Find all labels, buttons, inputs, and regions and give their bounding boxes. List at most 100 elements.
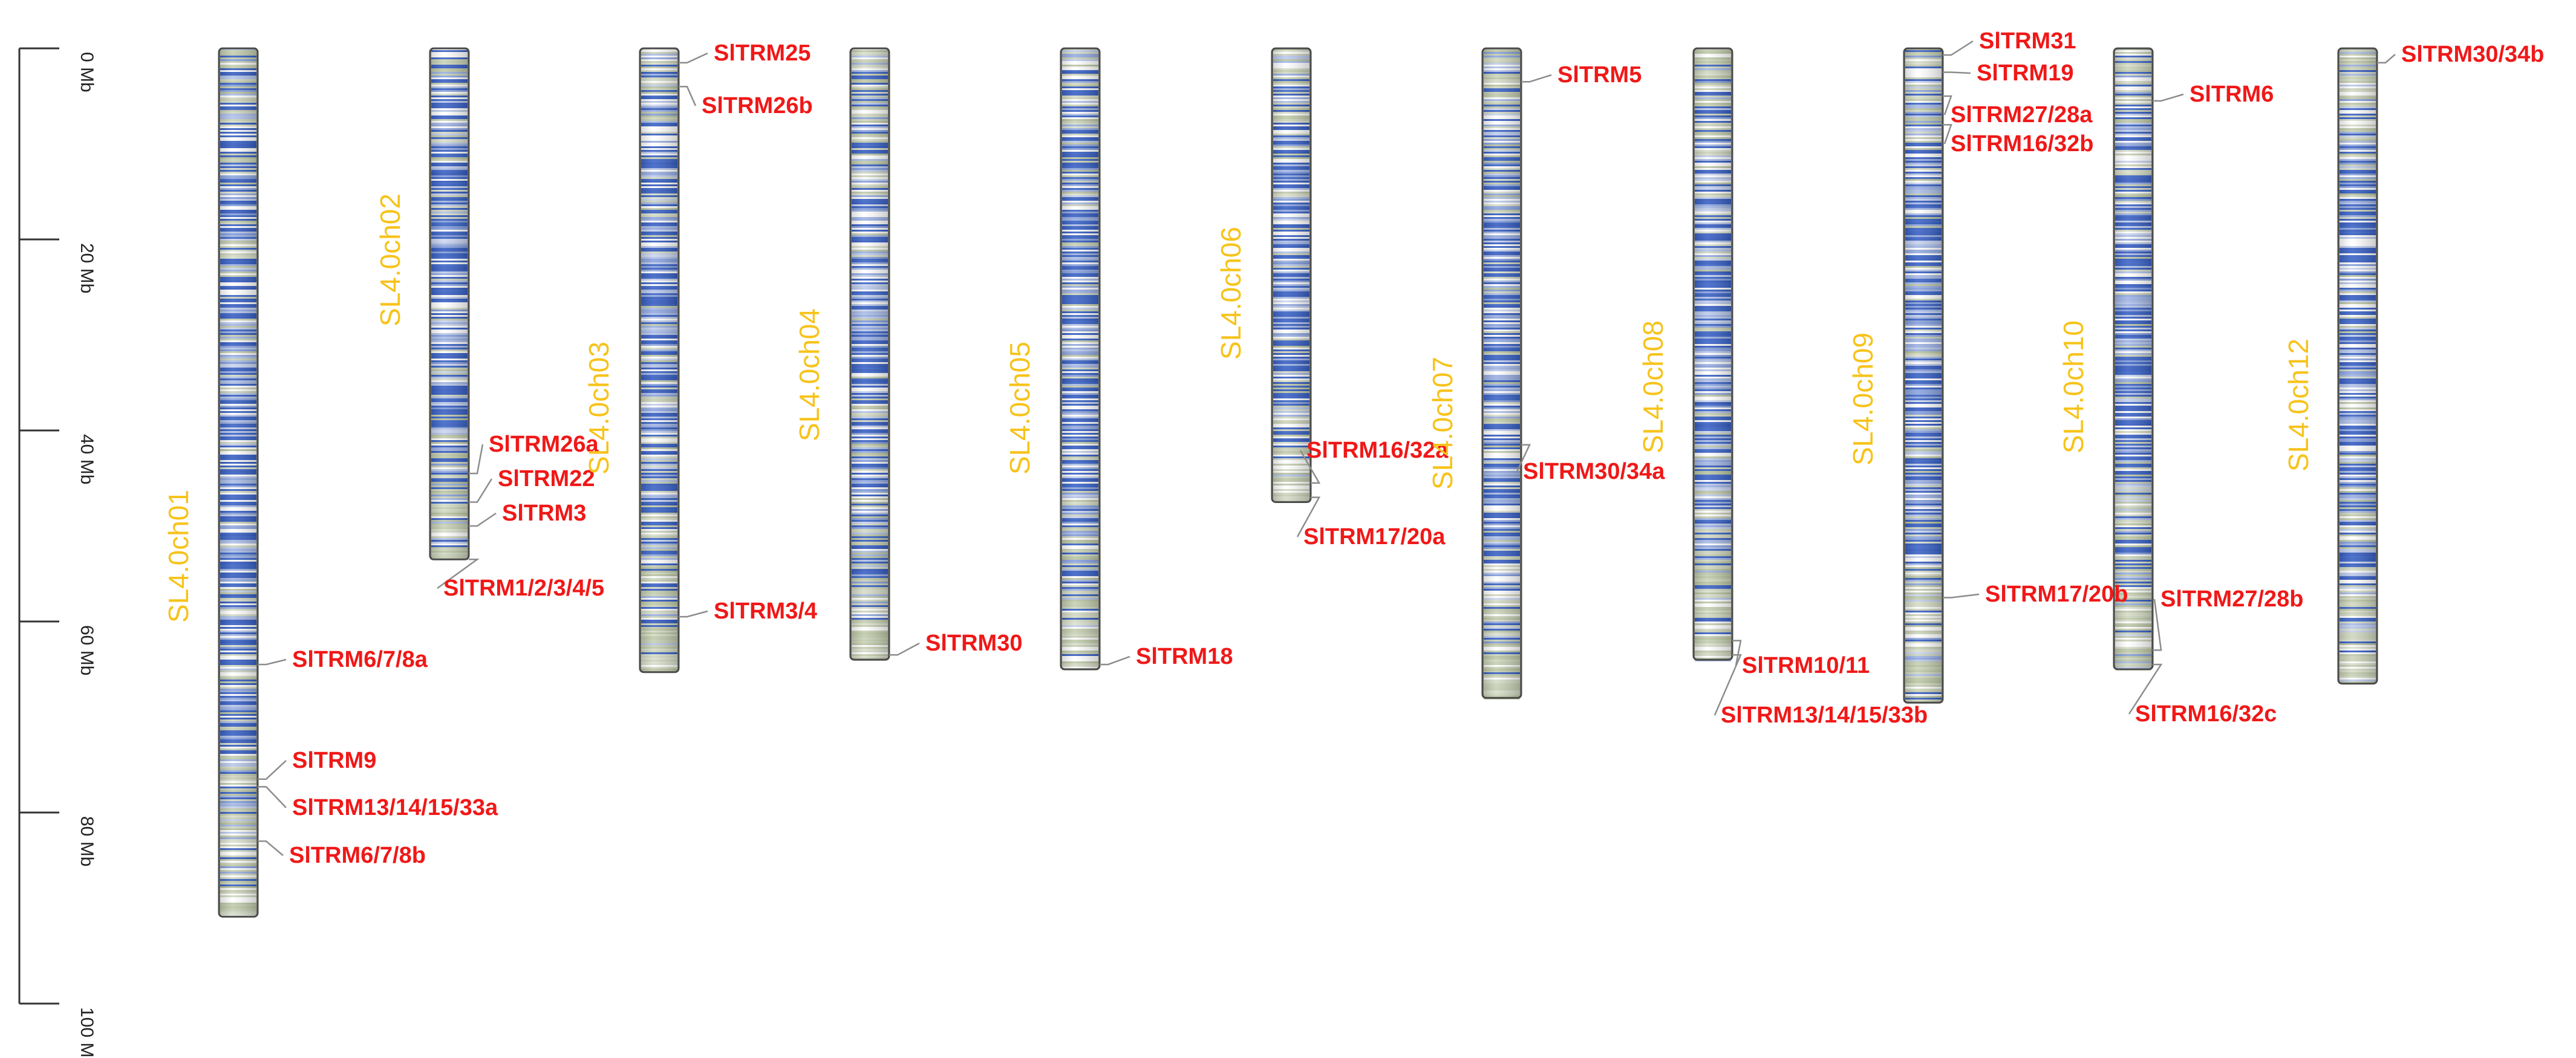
- gene-leader-line: [1521, 74, 1552, 83]
- chromosome-shading: [2114, 48, 2153, 669]
- gene-label: SlTRM6: [2190, 82, 2274, 107]
- chromosome-outline: [1060, 47, 1101, 670]
- chromosome-outline: [429, 47, 470, 560]
- axis-tick-label: 100 Mb: [77, 1007, 97, 1058]
- gene-leader-line: [1943, 124, 1952, 144]
- gene-label: SlTRM16/32c: [2135, 701, 2277, 727]
- gene-leader-line: [889, 642, 920, 656]
- gene-label: SlTRM31: [1979, 28, 2076, 54]
- gene-label: SlTRM18: [1136, 644, 1233, 669]
- chromosome-name: SL4.0ch12: [2283, 339, 2314, 472]
- chromosome-name: SL4.0ch06: [1215, 227, 1247, 360]
- chromosome-outline: [1692, 47, 1733, 661]
- chromosome-outline: [639, 47, 680, 673]
- gene-leader-line: [1943, 593, 1980, 599]
- gene-leader-line: [1943, 71, 1971, 74]
- gene-label: SlTRM6/7/8a: [292, 647, 428, 672]
- chromosome-ideograms: [218, 47, 2378, 918]
- gene-leader-line: [1943, 40, 1974, 56]
- gene-label: SlTRM10/11: [1742, 653, 1870, 678]
- gene-leader-line: [1100, 655, 1130, 666]
- gene-leader-line: [1732, 640, 1742, 666]
- axis-tick-label: 40 Mb: [77, 434, 97, 484]
- gene-label: SlTRM5: [1557, 62, 1642, 88]
- gene-leader-line: [2128, 663, 2163, 715]
- chromosome-sl4-0ch06: [1271, 47, 1312, 504]
- gene-leader-line: [2377, 54, 2396, 63]
- gene-leader-line: [1714, 654, 1742, 716]
- gene-leader-line: [258, 786, 287, 808]
- gene-label: SlTRM27/28b: [2160, 586, 2304, 612]
- gene-label: SlTRM19: [1977, 60, 2073, 86]
- chromosome-outline: [2337, 47, 2378, 685]
- gene-label: SlTRM3: [502, 501, 586, 526]
- gene-label: SlTRM25: [714, 41, 810, 66]
- chromosome-name: SL4.0ch02: [374, 193, 406, 326]
- gene-leader-line: [679, 610, 708, 618]
- chromosome-outline: [2113, 47, 2154, 670]
- gene-leader-line: [2153, 93, 2184, 102]
- chromosome-sl4-0ch09: [1903, 47, 1944, 704]
- chromosome-sl4-0ch07: [1481, 47, 1522, 699]
- gene-leader-line: [2153, 599, 2162, 651]
- chromosome-sl4-0ch02: [429, 47, 470, 560]
- gene-label: SlTRM30: [925, 631, 1022, 656]
- gene-leader-line: [679, 85, 697, 106]
- chromosome-sl4-0ch10: [2113, 47, 2154, 670]
- chromosome-sl4-0ch03: [639, 47, 680, 673]
- chromosome-shading: [430, 48, 469, 560]
- chromosome-outline: [218, 47, 259, 918]
- gene-label: SlTRM30/34b: [2401, 42, 2545, 67]
- chromosome-outline: [1271, 47, 1312, 503]
- gene-label: SlTRM3/4: [714, 599, 817, 624]
- gene-leader-line: [469, 478, 493, 503]
- gene-leader-line: [258, 658, 287, 666]
- gene-label: SlTRM9: [292, 748, 376, 773]
- gene-label: SlTRM26a: [489, 432, 599, 457]
- chromosome-shading: [219, 48, 258, 917]
- gene-leader-line: [258, 760, 287, 780]
- gene-leader-line: [1299, 450, 1321, 484]
- chromosome-outline: [1903, 47, 1944, 704]
- gene-label: SlTRM1/2/3/4/5: [443, 576, 604, 601]
- gene-label: SlTRM6/7/8b: [289, 843, 426, 868]
- gene-label: SlTRM16/32b: [1951, 131, 2094, 157]
- gene-label: SlTRM17/20b: [1985, 582, 2128, 607]
- chromosome-name: SL4.0ch03: [583, 342, 615, 475]
- axis-tick-label: 60 Mb: [77, 625, 97, 675]
- chromosome-shading: [1904, 48, 1943, 703]
- chromosome-shading: [1061, 48, 1100, 669]
- gene-leader-line: [437, 559, 480, 589]
- chromosome-sl4-0ch01: [218, 47, 259, 918]
- gene-leader-line: [258, 840, 284, 856]
- gene-leader-line: [1516, 444, 1531, 472]
- chromosome-name: SL4.0ch05: [1004, 342, 1035, 475]
- chromosome-shading: [1694, 48, 1732, 660]
- gene-label: SlTRM30/34a: [1523, 459, 1665, 484]
- gene-leader-line: [1296, 496, 1321, 537]
- gene-leader-line: [1943, 95, 1952, 115]
- chromosome-sl4-0ch05: [1060, 47, 1101, 670]
- scale-axis: 0 Mb 20 Mb 40 Mb 60 Mb 80 Mb 100 Mb: [18, 47, 97, 1058]
- gene-leader-line: [679, 52, 708, 63]
- chromosome-name: SL4.0ch09: [1847, 333, 1879, 466]
- chromosome-name: SL4.0ch04: [794, 308, 825, 441]
- gene-label: SlTRM22: [498, 466, 595, 492]
- chromosome-sl4-0ch08: [1692, 47, 1733, 661]
- chromosome-shading: [1272, 48, 1311, 502]
- gene-label: SlTRM13/14/15/33a: [292, 795, 498, 820]
- chromosome-shading: [2338, 48, 2377, 684]
- chromosome-shading: [640, 48, 679, 672]
- gene-label: SlTRM27/28a: [1951, 102, 2093, 128]
- chromosome-name: SL4.0ch10: [2058, 320, 2089, 453]
- gene-leader-line: [469, 512, 497, 527]
- chromosome-shading: [850, 48, 889, 660]
- chromosome-outline: [849, 47, 890, 661]
- chromosome-sl4-0ch04: [849, 47, 890, 661]
- chromosome-shading: [1482, 48, 1521, 698]
- chromosome-outline: [1481, 47, 1522, 699]
- axis-tick-label: 20 Mb: [77, 243, 97, 293]
- axis-tick-label: 80 Mb: [77, 816, 97, 866]
- chromosome-sl4-0ch12: [2337, 47, 2378, 685]
